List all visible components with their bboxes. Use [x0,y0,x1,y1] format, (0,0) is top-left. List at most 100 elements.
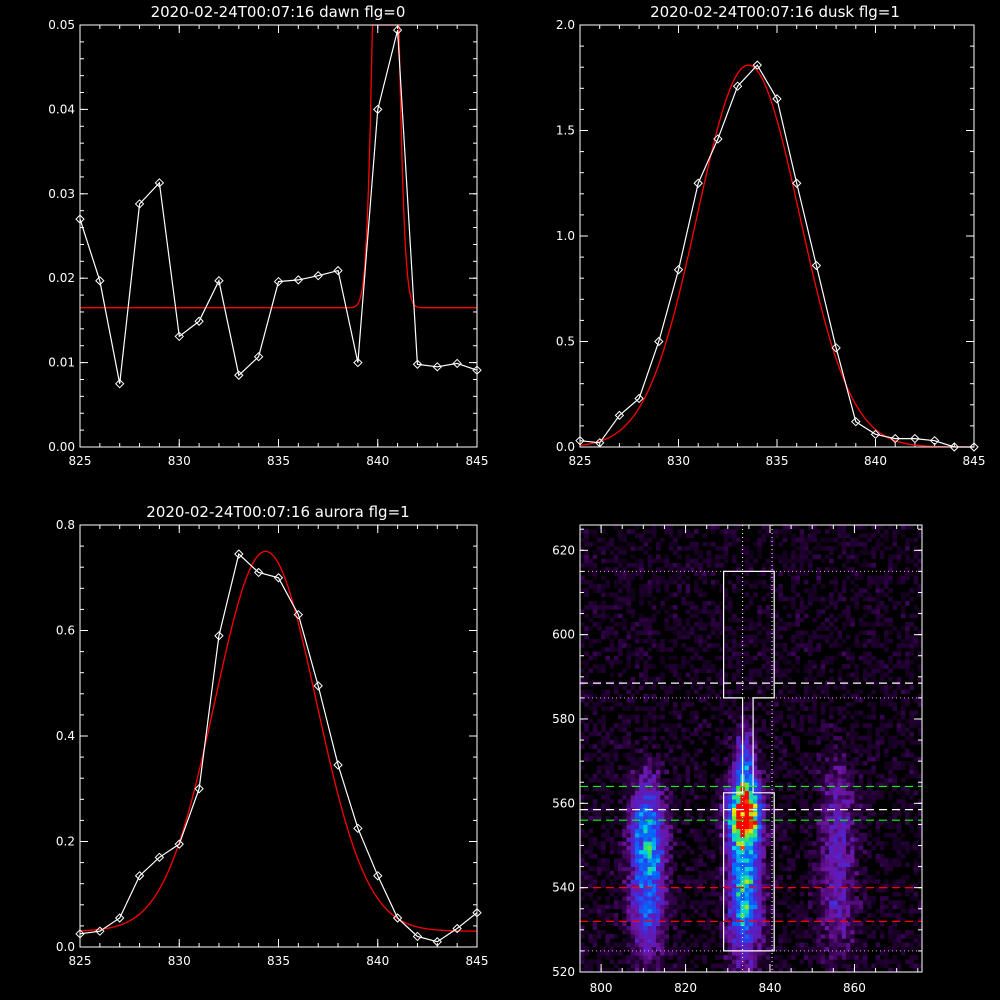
heatmap-cell [694,761,699,766]
heatmap-cell [660,778,665,783]
heatmap-cell [580,832,585,838]
heatmap-cell [694,714,699,720]
heatmap-cell [774,815,779,821]
heatmap-cell [812,630,817,636]
heatmap-cell [753,832,758,838]
heatmap-cell [913,832,919,838]
heatmap-cell [727,626,733,631]
heatmap-cell [875,681,881,686]
heatmap-cell [778,676,784,682]
heatmap-cell [862,761,868,766]
heatmap-cell [888,858,893,863]
heatmap-cell [795,917,800,922]
heatmap-cell [846,883,851,889]
heatmap-cell [651,828,657,834]
heatmap-cell [727,786,733,792]
heatmap-cell [858,769,864,775]
heatmap-cell [808,685,813,690]
heatmap-cell [875,634,881,640]
heatmap-cell [871,714,876,720]
heatmap-cell [858,900,864,905]
heatmap-cell [829,706,834,711]
heatmap-cell [719,790,724,796]
heatmap-cell [596,702,602,707]
heatmap-cell [871,811,876,817]
heatmap-cell [618,600,623,606]
heatmap-cell [879,959,885,964]
heatmap-cell [803,756,809,762]
heatmap-cell [820,883,826,889]
dawn-data-line [79,29,478,384]
heatmap-cell [824,938,830,943]
heatmap-cell [719,689,724,695]
heatmap-cell [791,647,796,652]
heatmap-cell [782,883,788,889]
heatmap-cell [765,778,771,783]
heatmap-cell [786,731,792,737]
heatmap-cell [694,891,699,897]
heatmap-cell [630,790,636,796]
heatmap-cell [812,896,817,901]
heatmap-cell [732,815,737,821]
heatmap-cell [660,849,665,855]
heatmap-cell [723,799,729,804]
heatmap-cell [808,879,813,884]
heatmap-cell [892,912,898,918]
heatmap-cell [736,815,741,821]
heatmap-cell [837,748,843,754]
heatmap-cell [647,832,653,838]
heatmap-cell [837,959,843,964]
heatmap-cell [634,824,640,830]
heatmap-cell [651,883,657,889]
heatmap-cell [892,815,898,821]
heatmap-cell [862,588,868,593]
heatmap-cell [841,832,847,838]
heatmap-cell [609,765,615,770]
heatmap-cell [601,592,606,598]
heatmap-cell [732,959,737,964]
heatmap-cell [719,613,724,619]
heatmap-cell [588,896,594,901]
heatmap-cell [580,870,585,876]
heatmap-cell [854,605,860,610]
heatmap-cell [723,710,729,716]
heatmap-cell [744,946,750,952]
heatmap-cell [770,904,775,910]
heatmap-cell [824,626,830,631]
heatmap-cell [609,626,615,631]
heatmap-cell [584,588,589,593]
heatmap-cell [744,891,750,897]
heatmap-cell [668,799,674,804]
heatmap-cell [791,714,796,720]
heatmap-cell [651,638,657,644]
heatmap-cell [601,605,606,610]
heatmap-cell [841,621,847,627]
heatmap-cell [757,617,762,623]
heatmap-cell [702,875,708,880]
heatmap-cell [909,946,914,952]
heatmap-cell [668,967,674,973]
heatmap-cell [605,955,610,960]
heatmap-cell [706,853,712,859]
heatmap-cell [660,904,665,910]
heatmap-cell [660,714,665,720]
heatmap-cell [710,794,716,800]
heatmap-cell [917,664,923,669]
heatmap-cell [833,858,838,863]
heatmap-cell [871,638,876,644]
heatmap-cell [744,942,750,948]
heatmap-cell [601,723,606,728]
heatmap-cell [748,617,754,623]
heatmap-cell [850,655,855,661]
heatmap-cell [656,820,661,825]
heatmap-cell [660,908,665,914]
heatmap-cell [900,605,906,610]
heatmap-cell [896,820,902,825]
heatmap-cell [639,866,644,872]
heatmap-cell [875,596,881,602]
heatmap-cell [846,866,851,872]
heatmap-cell [833,588,838,593]
heatmap-cell [820,955,826,960]
heatmap-cell [584,676,589,682]
heatmap-cell [748,938,754,943]
